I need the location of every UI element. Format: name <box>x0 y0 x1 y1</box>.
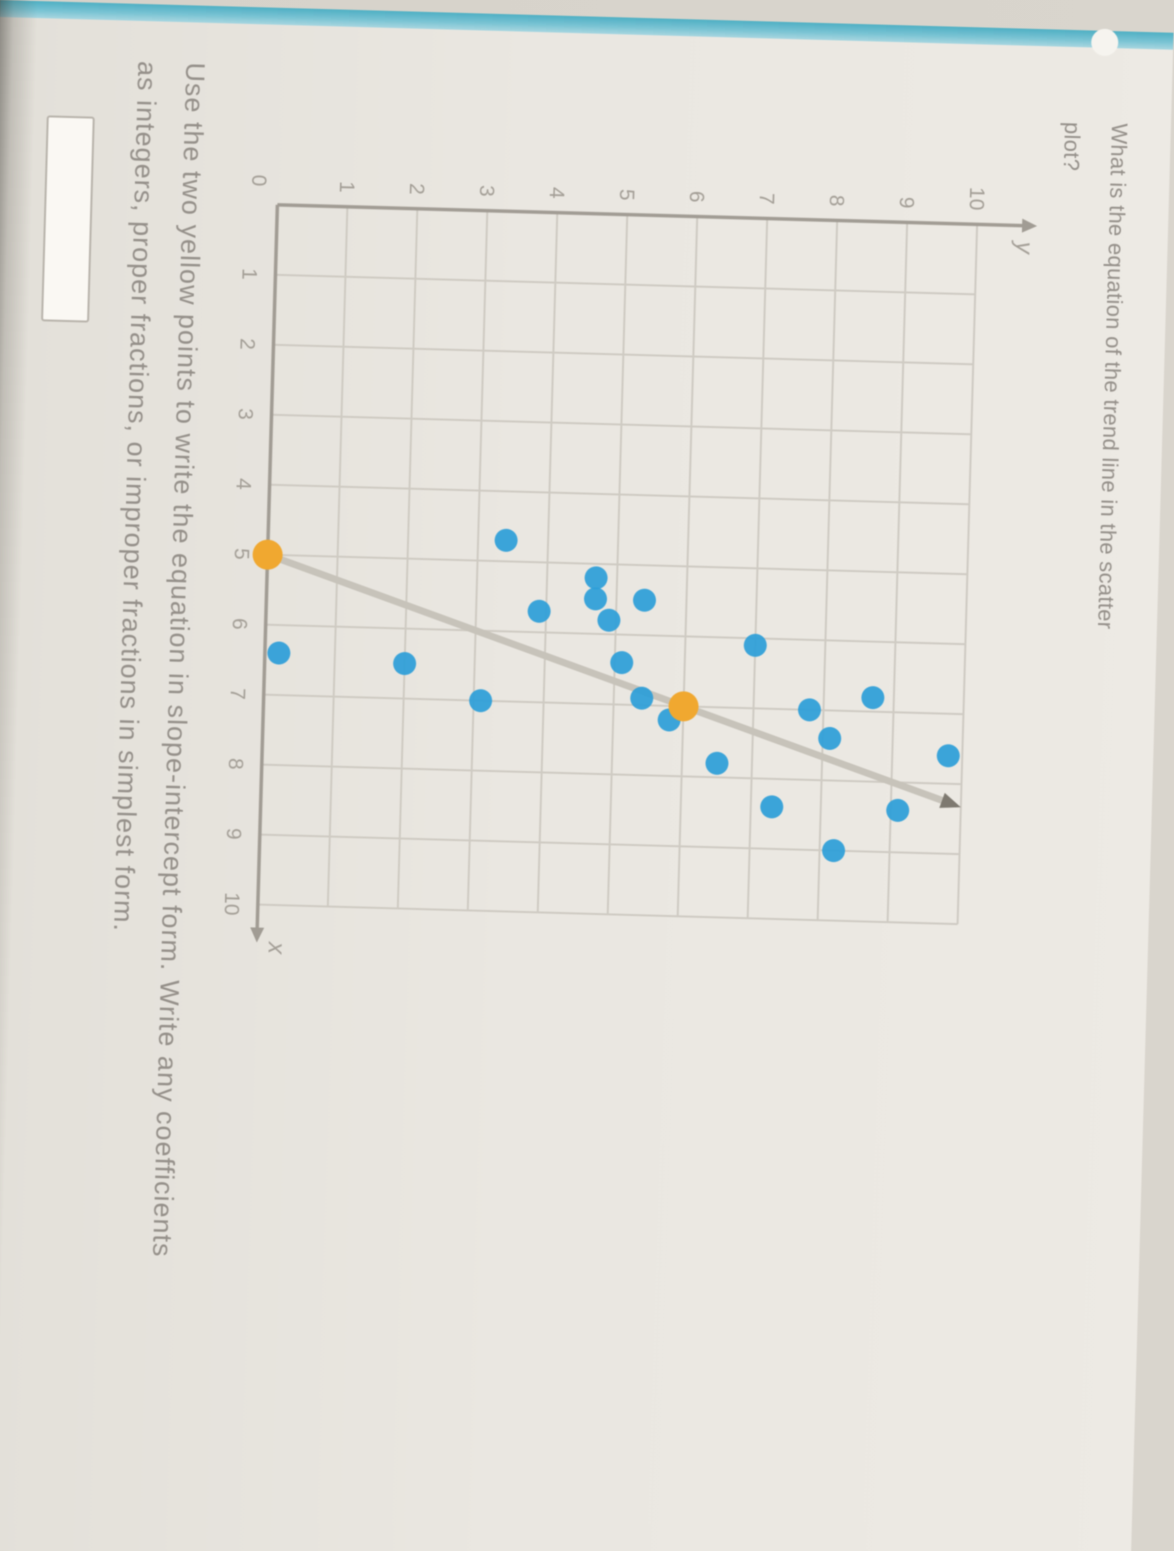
x-tick-label: 5 <box>229 548 252 560</box>
x-tick-label: 7 <box>226 688 249 700</box>
scatter-point <box>632 588 656 612</box>
x-tick-label: 4 <box>231 478 254 491</box>
trend-line <box>266 551 949 806</box>
scatter-point <box>936 744 960 768</box>
grid-line-horizontal <box>396 208 419 909</box>
scatter-point <box>393 652 417 676</box>
y-tick-label: 2 <box>405 183 428 195</box>
x-tick-label: 2 <box>235 338 258 350</box>
y-axis <box>277 203 1029 228</box>
scatter-point <box>494 528 518 552</box>
scatter-point <box>527 599 551 623</box>
x-axis-letter: x <box>262 941 289 956</box>
x-axis-arrow-icon <box>250 927 265 943</box>
grid-line-horizontal <box>746 218 769 919</box>
x-tick-label: 8 <box>224 758 247 770</box>
yellow-trend-point <box>252 539 283 570</box>
y-tick-label: 4 <box>545 187 568 200</box>
scatter-point <box>705 751 729 775</box>
scatter-point <box>797 698 821 722</box>
scatter-point <box>584 587 608 611</box>
y-tick-label: 6 <box>685 191 708 203</box>
trend-line-arrow-icon <box>939 792 961 808</box>
grid-line-horizontal <box>816 220 839 921</box>
scatter-point <box>743 633 767 657</box>
scatter-point <box>267 641 291 665</box>
y-axis-arrow-icon <box>1021 218 1038 233</box>
scatter-point <box>886 798 910 822</box>
grid-line-horizontal <box>466 210 489 911</box>
y-tick-label: 1 <box>335 181 358 193</box>
grid-line-horizontal <box>676 216 699 917</box>
grid-line-horizontal <box>326 206 349 907</box>
scatter-point <box>861 686 885 710</box>
y-tick-label: 5 <box>615 189 638 201</box>
x-tick-label: 9 <box>222 828 245 840</box>
scatter-point <box>597 608 621 632</box>
scatter-point <box>584 566 608 590</box>
x-tick-label: 1 <box>237 268 260 280</box>
y-axis-letter: y <box>1010 239 1037 256</box>
scatter-point <box>630 686 654 710</box>
y-tick-label: 7 <box>755 192 778 204</box>
scatter-point <box>760 795 784 819</box>
y-tick-label: 3 <box>475 185 498 197</box>
scatter-point <box>469 689 493 713</box>
grid-line-horizontal <box>536 212 559 913</box>
scatter-point <box>822 839 846 863</box>
origin-label: 0 <box>247 174 270 186</box>
x-tick-label: 6 <box>228 618 251 630</box>
grid-line-horizontal <box>956 224 979 925</box>
scatter-point <box>610 651 634 675</box>
scatter-point <box>818 726 842 750</box>
x-tick-label: 10 <box>220 892 244 916</box>
x-tick-label: 3 <box>233 408 256 420</box>
y-tick-label: 9 <box>895 196 918 208</box>
answer-input[interactable] <box>41 115 95 323</box>
y-tick-label: 10 <box>965 187 989 211</box>
y-tick-label: 8 <box>825 194 848 206</box>
yellow-trend-point <box>668 691 699 722</box>
grid-line-horizontal <box>606 214 629 915</box>
